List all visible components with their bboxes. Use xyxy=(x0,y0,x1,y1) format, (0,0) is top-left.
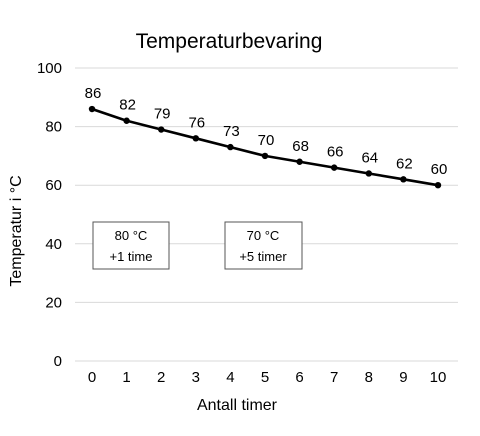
annotation-1-box xyxy=(92,221,170,270)
x-tick-label: 5 xyxy=(261,369,269,386)
data-point xyxy=(331,164,338,171)
x-tick-label: 6 xyxy=(295,369,303,386)
data-point xyxy=(400,176,407,183)
data-point xyxy=(434,182,442,189)
x-tick-label: 9 xyxy=(399,369,407,386)
y-tick-label: 100 xyxy=(37,60,62,77)
x-tick-label: 10 xyxy=(430,369,447,386)
x-tick-label: 0 xyxy=(88,369,96,386)
annotation-1-line1: 80 °C xyxy=(115,228,148,243)
chart-title: Temperaturbevaring xyxy=(136,30,323,53)
y-tick-label: 60 xyxy=(45,177,62,194)
data-label: 64 xyxy=(361,149,378,166)
x-tick-label: 1 xyxy=(122,369,130,386)
x-axis-title: Antall timer xyxy=(197,397,278,414)
annotation-2: 70 °C +5 timer xyxy=(224,221,303,270)
data-point xyxy=(192,135,199,142)
data-label: 66 xyxy=(327,144,344,161)
data-point xyxy=(365,170,372,177)
data-label: 86 xyxy=(85,85,102,102)
data-point xyxy=(123,117,130,124)
data-label: 76 xyxy=(188,114,205,131)
y-tick-label: 80 xyxy=(45,119,62,136)
data-label: 68 xyxy=(292,138,309,155)
data-point xyxy=(88,105,96,113)
data-labels: 86 82 79 76 73 70 68 66 64 62 60 xyxy=(85,85,448,178)
data-label: 62 xyxy=(396,155,413,172)
y-tick-label: 0 xyxy=(54,353,62,370)
data-point xyxy=(296,158,303,165)
data-label: 70 xyxy=(258,132,275,149)
data-point xyxy=(261,152,269,160)
annotation-1: 80 °C +1 time xyxy=(92,221,170,270)
annotation-1-line2: +1 time xyxy=(110,249,153,264)
data-label: 79 xyxy=(154,106,171,123)
x-tick-label: 4 xyxy=(226,369,234,386)
y-tick-label: 40 xyxy=(45,236,62,253)
y-axis-ticks: 0 20 40 60 80 100 xyxy=(37,60,62,370)
annotation-2-line2: +5 timer xyxy=(239,249,287,264)
x-tick-label: 2 xyxy=(157,369,165,386)
data-label: 73 xyxy=(223,123,240,140)
y-tick-label: 20 xyxy=(45,294,62,311)
x-tick-label: 7 xyxy=(330,369,338,386)
x-axis-ticks: 0 1 2 3 4 5 6 7 8 9 10 xyxy=(88,369,447,386)
y-axis-title: Temperatur i °C xyxy=(8,175,25,286)
data-point xyxy=(227,143,234,151)
annotation-2-box xyxy=(224,221,303,270)
annotation-2-line1: 70 °C xyxy=(247,228,280,243)
data-label: 82 xyxy=(119,97,136,114)
data-point xyxy=(158,126,165,133)
x-tick-label: 3 xyxy=(192,369,200,386)
data-label: 60 xyxy=(431,161,448,178)
data-points xyxy=(88,105,442,189)
x-tick-label: 8 xyxy=(365,369,373,386)
